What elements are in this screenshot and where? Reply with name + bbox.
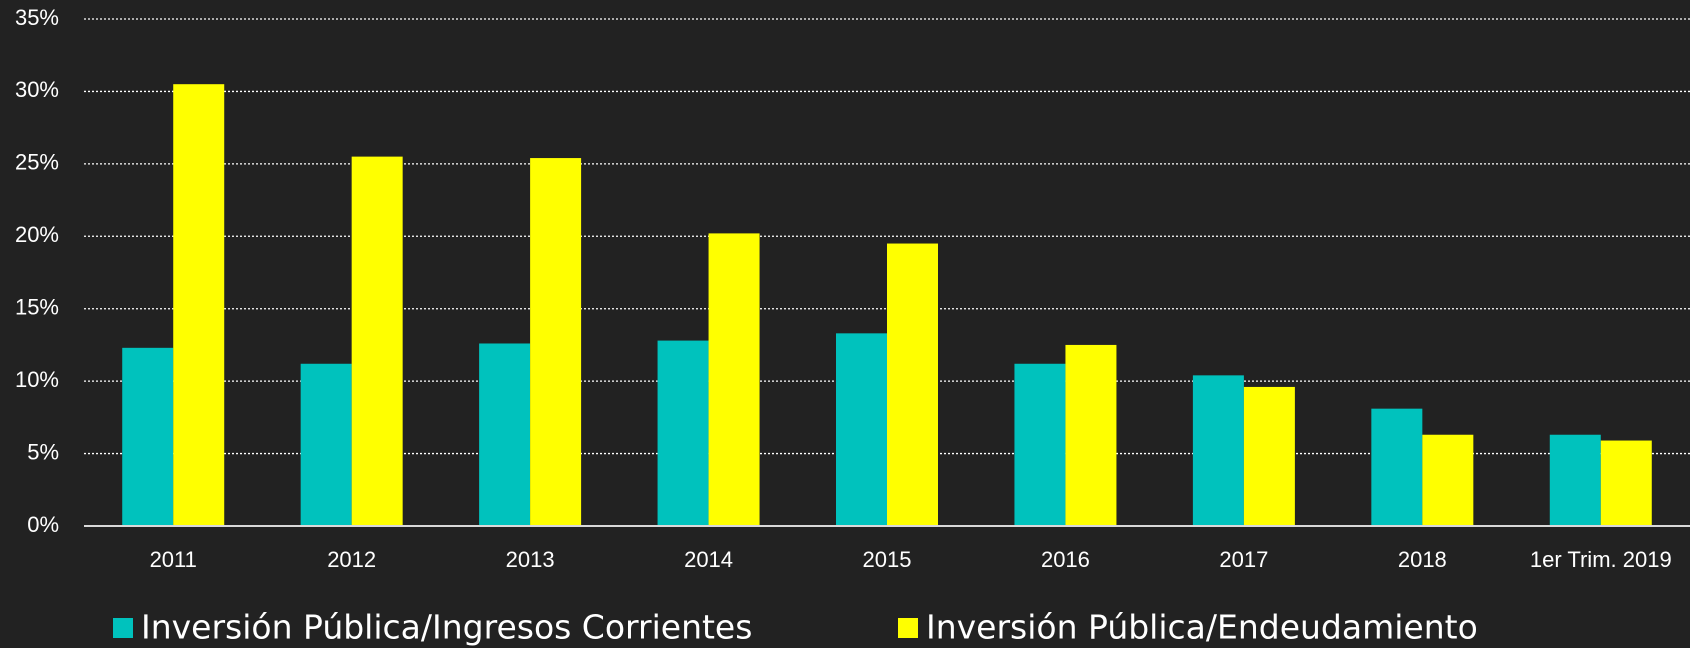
bar <box>887 243 938 526</box>
bar <box>708 233 760 527</box>
bar <box>657 340 709 526</box>
y-tick-label: 0% <box>27 512 59 537</box>
legend-swatch <box>898 618 918 638</box>
bar <box>530 158 582 526</box>
x-tick-label: 2016 <box>1041 547 1090 572</box>
y-tick-label: 35% <box>15 5 59 30</box>
y-tick-label: 15% <box>15 295 59 320</box>
legend-label: Inversión Pública/Endeudamiento <box>926 608 1478 647</box>
y-tick-label: 5% <box>27 439 59 464</box>
bar <box>836 333 887 526</box>
y-tick-label: 10% <box>15 367 59 392</box>
bar <box>1243 386 1295 526</box>
x-tick-label: 2013 <box>506 547 555 572</box>
bar <box>173 84 225 526</box>
bar <box>122 347 174 526</box>
legend-label: Inversión Pública/Ingresos Corrientes <box>141 608 752 647</box>
bar <box>351 156 403 526</box>
bar <box>1422 434 1474 526</box>
bar <box>1371 408 1423 526</box>
x-tick-label: 1er Trim. 2019 <box>1530 547 1672 572</box>
legend-swatch <box>113 618 133 638</box>
y-tick-label: 20% <box>15 222 59 247</box>
bar <box>300 363 352 526</box>
x-tick-label: 2012 <box>327 547 376 572</box>
y-tick-label: 30% <box>15 77 59 102</box>
x-tick-label: 2014 <box>684 547 733 572</box>
x-tick-label: 2015 <box>863 547 912 572</box>
bar <box>1014 363 1066 526</box>
x-tick-label: 2017 <box>1219 547 1268 572</box>
bar <box>1192 375 1244 526</box>
x-tick-label: 2011 <box>150 547 197 572</box>
y-tick-label: 25% <box>15 150 59 175</box>
x-tick-label: 2018 <box>1398 547 1447 572</box>
bar <box>1600 440 1652 526</box>
bar <box>1065 344 1117 526</box>
bar <box>1549 434 1601 526</box>
bar <box>479 343 531 526</box>
